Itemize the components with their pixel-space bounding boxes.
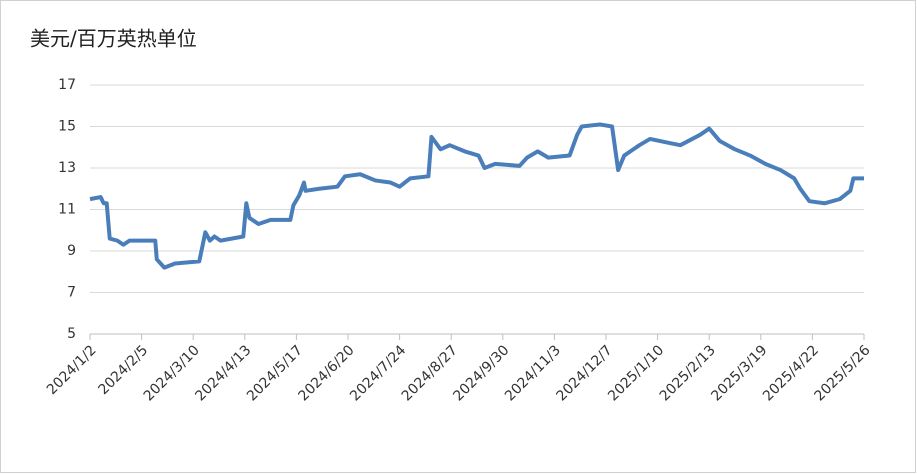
y-tick-label: 7 xyxy=(67,285,76,301)
y-tick-label: 11 xyxy=(58,202,76,218)
line-series xyxy=(89,122,864,270)
chart-title: 美元/百万英热单位 xyxy=(30,27,197,51)
y-tick-label: 15 xyxy=(58,119,76,135)
y-tick-label: 9 xyxy=(67,243,76,259)
y-tick-label: 17 xyxy=(58,77,76,93)
y-tick-label: 13 xyxy=(58,160,76,176)
y-tick-label: 5 xyxy=(67,326,76,342)
